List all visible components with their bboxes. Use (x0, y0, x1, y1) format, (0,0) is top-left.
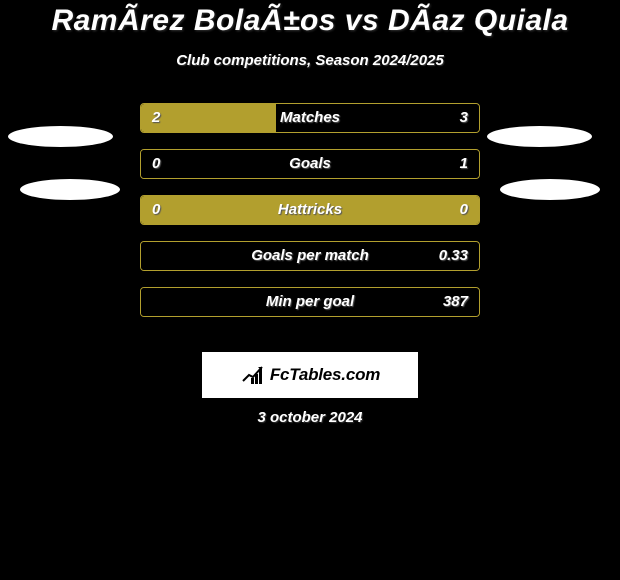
bar-right (141, 242, 479, 270)
stat-value-left: 2 (152, 103, 160, 133)
bar-left (141, 104, 276, 132)
stat-value-right: 3 (460, 103, 468, 133)
bar-left (141, 196, 479, 224)
bar-right (276, 104, 479, 132)
bar-track (140, 287, 480, 317)
decorative-ellipse (500, 179, 600, 200)
bar-track (140, 149, 480, 179)
brand-text: FcTables.com (270, 365, 380, 385)
bars-icon (240, 364, 266, 386)
stat-value-right: 0 (460, 195, 468, 225)
stat-value-right: 387 (443, 287, 468, 317)
stat-value-right: 1 (460, 149, 468, 179)
stat-value-left: 0 (152, 195, 160, 225)
bar-track (140, 195, 480, 225)
comparison-infographic: RamÃ­rez BolaÃ±os vs DÃ­az Quiala Club c… (0, 0, 620, 580)
page-title: RamÃ­rez BolaÃ±os vs DÃ­az Quiala (0, 4, 620, 38)
decorative-ellipse (20, 179, 120, 200)
stat-row: 0.33 Goals per match (0, 233, 620, 279)
stat-value-right: 0.33 (439, 241, 468, 271)
bar-right (141, 288, 479, 316)
date-text: 3 october 2024 (0, 409, 620, 426)
brand-box: FcTables.com (202, 352, 418, 398)
stat-row: 387 Min per goal (0, 279, 620, 325)
decorative-ellipse (487, 126, 592, 147)
stat-value-left: 0 (152, 149, 160, 179)
bar-track (140, 241, 480, 271)
bar-track (140, 103, 480, 133)
decorative-ellipse (8, 126, 113, 147)
page-subtitle: Club competitions, Season 2024/2025 (0, 52, 620, 69)
bar-right (141, 150, 479, 178)
